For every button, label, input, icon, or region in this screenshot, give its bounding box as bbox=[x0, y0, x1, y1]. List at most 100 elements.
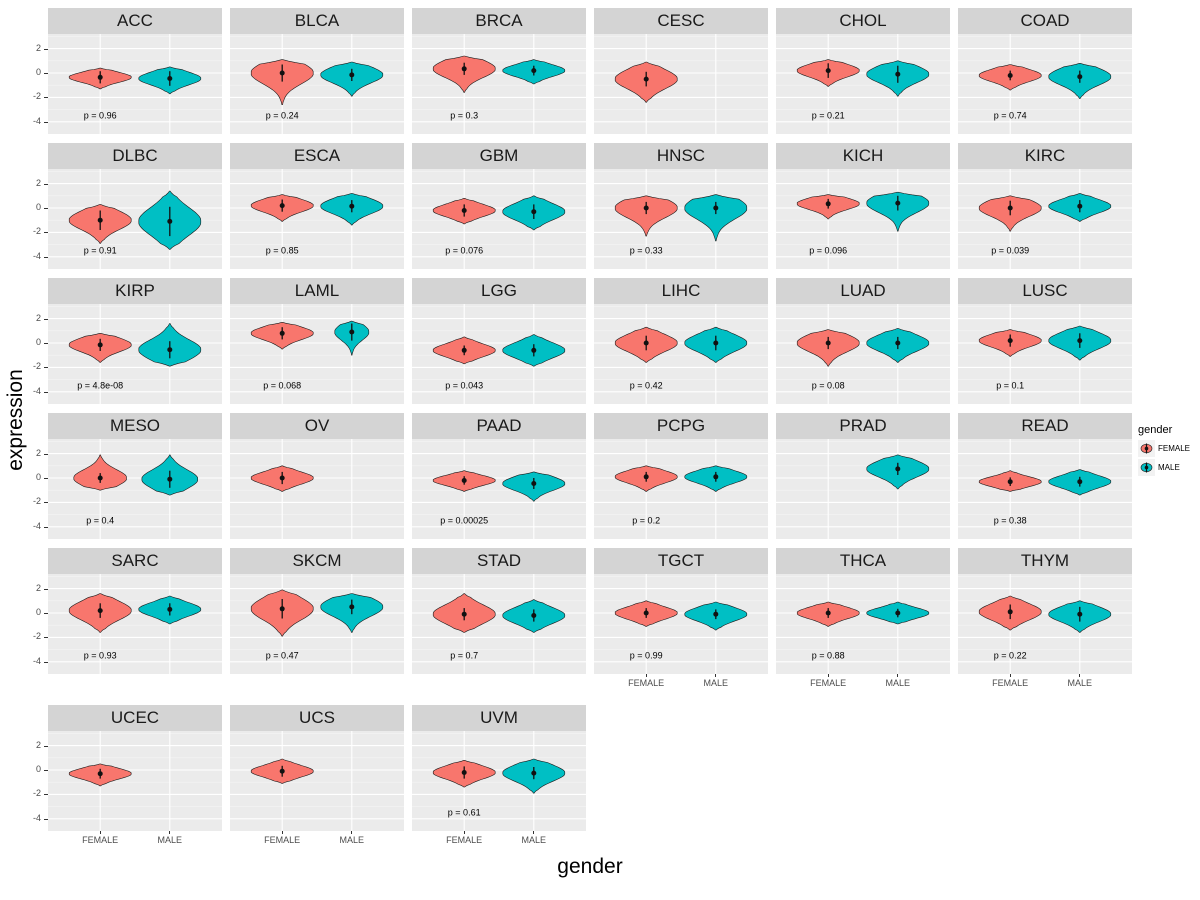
median-point bbox=[531, 209, 537, 215]
legend-key-male-icon bbox=[1138, 459, 1155, 476]
median-point bbox=[531, 347, 537, 353]
median-point bbox=[825, 201, 831, 207]
facet-panel: p = 0.076 bbox=[412, 169, 586, 269]
p-value-label: p = 0.99 bbox=[630, 651, 663, 661]
panel-background bbox=[230, 439, 404, 539]
p-value-label: p = 0.47 bbox=[266, 651, 299, 661]
median-point bbox=[349, 604, 355, 610]
p-value-label: p = 4.8e-08 bbox=[77, 381, 123, 391]
facet-strip: UCS bbox=[230, 705, 404, 731]
median-point bbox=[713, 205, 719, 211]
median-point bbox=[1077, 611, 1083, 617]
x-tick-label: MALE bbox=[339, 835, 365, 845]
y-tick-label: 0 bbox=[35, 607, 41, 617]
x-axis-title: gender bbox=[557, 855, 623, 878]
p-value-label: p = 0.88 bbox=[812, 651, 845, 661]
facet-strip: MESO bbox=[48, 413, 222, 439]
y-tick-mark bbox=[44, 588, 48, 590]
x-tick-label: MALE bbox=[703, 678, 729, 688]
facet-strip: LIHC bbox=[594, 278, 768, 304]
facet-strip: DLBC bbox=[48, 143, 222, 169]
facet-strip: STAD bbox=[412, 548, 586, 574]
x-tick-mark bbox=[645, 674, 647, 677]
facet-panel bbox=[230, 439, 404, 539]
panel-background bbox=[230, 304, 404, 404]
x-tick-label: FEMALE bbox=[264, 835, 301, 845]
facet-panel: p = 0.3 bbox=[412, 34, 586, 134]
y-tick-label: -2 bbox=[32, 361, 41, 372]
facet-strip: THYM bbox=[958, 548, 1132, 574]
legend-item-male: MALE bbox=[1138, 459, 1190, 476]
facet-panel: p = 0.08 bbox=[776, 304, 950, 404]
facet-panel: p = 0.068 bbox=[230, 304, 404, 404]
facet-strip: CESC bbox=[594, 8, 768, 34]
median-point bbox=[97, 217, 103, 223]
facet-panel: p = 0.99 bbox=[594, 574, 768, 674]
p-value-label: p = 0.00025 bbox=[440, 516, 488, 526]
p-value-label: p = 0.85 bbox=[266, 246, 299, 256]
y-tick-mark bbox=[44, 73, 48, 74]
facet-strip: THCA bbox=[776, 548, 950, 574]
median-point bbox=[713, 611, 719, 617]
x-tick-label: MALE bbox=[1067, 678, 1093, 688]
legend: gender FEMALE MALE bbox=[1138, 424, 1190, 478]
panel-background bbox=[958, 169, 1132, 269]
facet-strip: SKCM bbox=[230, 548, 404, 574]
p-value-label: p = 0.21 bbox=[812, 111, 845, 121]
facet-panel: p = 0.96 bbox=[48, 34, 222, 134]
y-tick-mark bbox=[44, 661, 48, 663]
median-point bbox=[713, 340, 719, 346]
panel-background bbox=[958, 574, 1132, 674]
p-value-label: p = 0.22 bbox=[994, 651, 1027, 661]
facet-panel: p = 0.42 bbox=[594, 304, 768, 404]
x-tick-label: FEMALE bbox=[446, 835, 483, 845]
median-point bbox=[895, 200, 901, 206]
median-point bbox=[461, 347, 467, 353]
x-tick-label: MALE bbox=[885, 678, 911, 688]
facet-panel: p = 0.2 bbox=[594, 439, 768, 539]
panel-background bbox=[958, 439, 1132, 539]
median-point bbox=[1007, 205, 1013, 211]
p-value-label: p = 0.96 bbox=[84, 111, 117, 121]
x-tick-mark bbox=[533, 831, 535, 834]
y-tick-label: 2 bbox=[35, 447, 41, 458]
median-point bbox=[97, 342, 103, 348]
facet-strip: LUAD bbox=[776, 278, 950, 304]
panel-background bbox=[412, 169, 586, 269]
median-point bbox=[1007, 338, 1013, 344]
facet-panel: p = 0.1 bbox=[958, 304, 1132, 404]
facet-strip: KIRC bbox=[958, 143, 1132, 169]
facet-panel: p = 0.7 bbox=[412, 574, 586, 674]
violin-glyph-icon bbox=[1140, 462, 1153, 473]
median-point bbox=[643, 340, 649, 346]
median-point bbox=[97, 608, 103, 614]
facet-strip: OV bbox=[230, 413, 404, 439]
median-point bbox=[1007, 73, 1013, 78]
p-value-label: p = 0.24 bbox=[266, 111, 299, 121]
y-tick-mark bbox=[44, 343, 48, 344]
y-tick-label: 2 bbox=[35, 739, 41, 750]
x-tick-mark bbox=[463, 831, 465, 834]
median-point bbox=[895, 610, 901, 616]
median-point bbox=[97, 74, 103, 80]
x-tick-label: MALE bbox=[521, 835, 547, 845]
y-tick-mark bbox=[44, 502, 48, 504]
x-tick-label: FEMALE bbox=[628, 678, 665, 688]
facet-panel: p = 0.93 bbox=[48, 574, 222, 674]
median-point bbox=[825, 610, 831, 616]
violin-blca-female bbox=[250, 59, 314, 105]
facet-strip: TGCT bbox=[594, 548, 768, 574]
panel-background bbox=[776, 169, 950, 269]
panel-background bbox=[594, 439, 768, 539]
facet-strip: PRAD bbox=[776, 413, 950, 439]
y-tick-mark bbox=[44, 232, 48, 234]
y-tick-label: 2 bbox=[35, 312, 41, 323]
y-tick-mark bbox=[44, 613, 48, 614]
facet-strip: COAD bbox=[958, 8, 1132, 34]
legend-item-female: FEMALE bbox=[1138, 440, 1190, 457]
facet-strip: PAAD bbox=[412, 413, 586, 439]
panel-background bbox=[412, 574, 586, 674]
facet-panel: p = 0.91 bbox=[48, 169, 222, 269]
legend-key-female-icon bbox=[1138, 440, 1155, 457]
